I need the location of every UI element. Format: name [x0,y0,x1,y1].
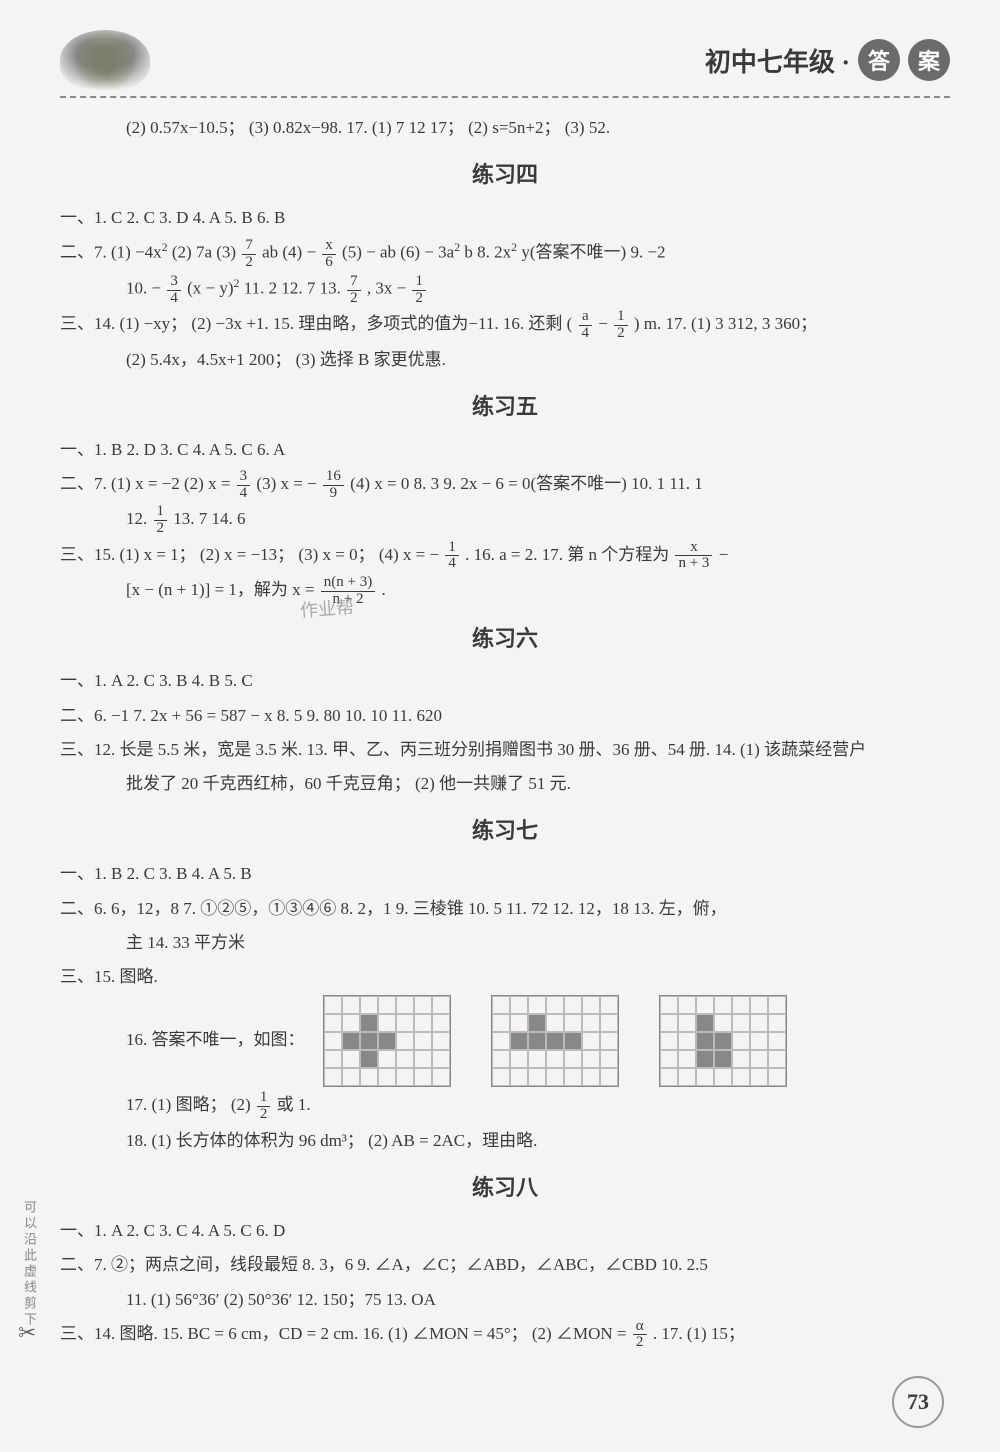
answer-badge-2: 案 [908,39,950,81]
ex8-l2: 二、7. ②；两点之间，线段最短 8. 3，6 9. ∠A，∠C；∠ABD，∠A… [60,1249,950,1281]
ex6-l3: 三、12. 长是 5.5 米，宽是 3.5 米. 13. 甲、乙、丙三班分别捐赠… [60,734,950,766]
grid-figure [659,995,787,1087]
tree-logo-icon [60,30,150,90]
ex5-title: 练习五 [60,386,950,428]
ex7-l2: 二、6. 6，12，8 7. ①②⑤，①③④⑥ 8. 2，1 9. 三棱锥 10… [60,893,950,925]
prev-fragment: (2) 0.57x−10.5； (3) 0.82x−98. 17. (1) 7 … [60,112,950,144]
ex5-l4: 三、15. (1) x = 1； (2) x = −13； (3) x = 0；… [60,539,950,572]
ex7-title: 练习七 [60,810,950,852]
page-header: 初中七年级 · 答 案 [60,30,950,98]
grid-figure [323,995,451,1087]
ex6-l2: 二、6. −1 7. 2x + 56 = 587 − x 8. 5 9. 80 … [60,700,950,732]
ex8-l4: 三、14. 图略. 15. BC = 6 cm，CD = 2 cm. 16. (… [60,1318,950,1351]
ex6-l1: 一、1. A 2. C 3. B 4. B 5. C [60,665,950,697]
ex6-title: 练习六 [60,618,950,660]
ex7-l1: 一、1. B 2. C 3. B 4. A 5. B [60,858,950,890]
ex5-l3: 12. 12 13. 7 14. 6 [60,503,950,536]
ex8-title: 练习八 [60,1167,950,1209]
ex7-l4: 三、15. 图略. [60,961,950,993]
scissors-icon: ✂ [18,1320,36,1346]
ex4-l4: 三、14. (1) −xy； (2) −3x +1. 15. 理由略，多项式的值… [60,308,950,341]
ex4-l2: 二、7. (1) −4x2 (2) 7a (3) 72 ab (4) − x6 … [60,236,950,270]
ex5-l1: 一、1. B 2. D 3. C 4. A 5. C 6. A [60,434,950,466]
header-title: 初中七年级 · 答 案 [705,39,950,81]
answer-badge-1: 答 [858,39,900,81]
ex4-l1: 一、1. C 2. C 3. D 4. A 5. B 6. B [60,202,950,234]
ex4-l5: (2) 5.4x，4.5x+1 200； (3) 选择 B 家更优惠. [60,344,950,376]
answer-content: (2) 0.57x−10.5； (3) 0.82x−98. 17. (1) 7 … [60,112,950,1351]
ex7-l5: 16. 答案不唯一，如图： [60,995,950,1087]
ex8-l3: 11. (1) 56°36′ (2) 50°36′ 12. 150；75 13.… [60,1284,950,1316]
ex5-l5: [x − (n + 1)] = 1，解为 x = n(n + 3)n + 2 . [60,574,950,607]
figure-grids [323,995,787,1087]
ex4-l3: 10. − 34 (x − y)2 11. 2 12. 7 13. 72 , 3… [60,272,950,306]
grid-figure [491,995,619,1087]
grade-label: 初中七年级 · [705,42,850,79]
ex5-l2: 二、7. (1) x = −2 (2) x = 34 (3) x = − 169… [60,468,950,501]
ex7-l3: 主 14. 33 平方米 [60,927,950,959]
page-number: 73 [892,1376,944,1428]
ex6-l4: 批发了 20 千克西红柿，60 千克豆角； (2) 他一共赚了 51 元. [60,768,950,800]
cut-line-note: 可以沿此虚线剪下 [20,1200,39,1328]
ex8-l1: 一、1. A 2. C 3. C 4. A 5. C 6. D [60,1215,950,1247]
ex7-l6: 17. (1) 图略； (2) 12 或 1. [60,1089,950,1122]
ex4-title: 练习四 [60,154,950,196]
ex7-l7: 18. (1) 长方体的体积为 96 dm³； (2) AB = 2AC，理由略… [60,1125,950,1157]
